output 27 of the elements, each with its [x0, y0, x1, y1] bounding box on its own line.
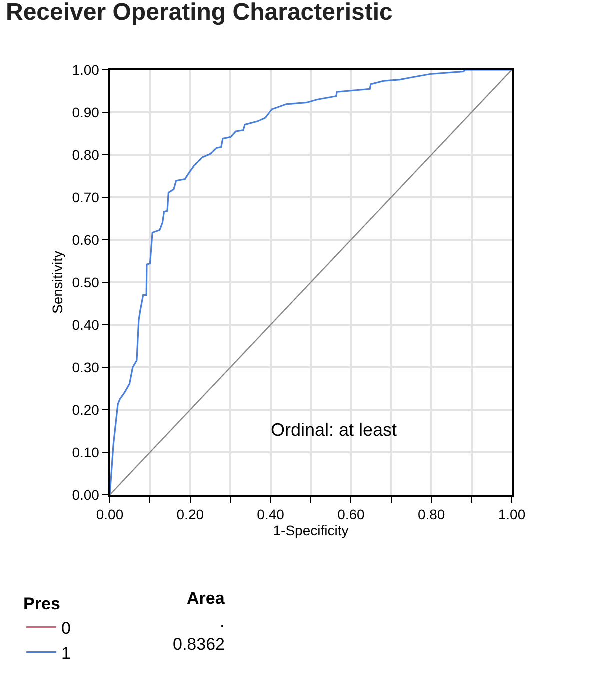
x-tick-label: 1.00 — [498, 506, 526, 523]
y-tick-label: 0.10 — [72, 444, 100, 460]
text: Area — [187, 589, 226, 608]
y-tick-label: 1.00 — [72, 62, 100, 78]
text: . — [220, 612, 225, 631]
x-axis-title: 1-Specificity — [273, 522, 349, 539]
x-tick-label: 0.00 — [96, 506, 124, 523]
y-tick-label: 0.60 — [72, 232, 100, 248]
legend-label: 0 — [62, 618, 72, 638]
chart-title: Receiver Operating Characteristic — [6, 0, 393, 26]
y-tick-label: 0.70 — [72, 189, 100, 206]
y-tick-label: 0.30 — [72, 359, 100, 376]
y-axis-title: Sensitivity — [49, 250, 66, 314]
y-tick-label: 0.20 — [72, 402, 100, 418]
y-tick-label: 0.90 — [72, 104, 100, 120]
x-tick-label: 0.40 — [257, 506, 285, 523]
annotation: Ordinal: at least — [271, 420, 398, 440]
x-tick-label: 0.20 — [176, 506, 204, 523]
y-tick-label: 0.00 — [72, 486, 100, 503]
y-tick-label: 0.80 — [72, 146, 100, 163]
x-tick-label: 0.60 — [338, 506, 366, 523]
legend-label: 1 — [62, 644, 72, 663]
y-tick-label: 0.40 — [72, 316, 100, 333]
legend-title: Pres — [24, 594, 60, 614]
text: 0.8362 — [173, 635, 225, 654]
y-tick-label: 0.50 — [72, 274, 100, 290]
x-tick-label: 0.80 — [418, 506, 446, 523]
